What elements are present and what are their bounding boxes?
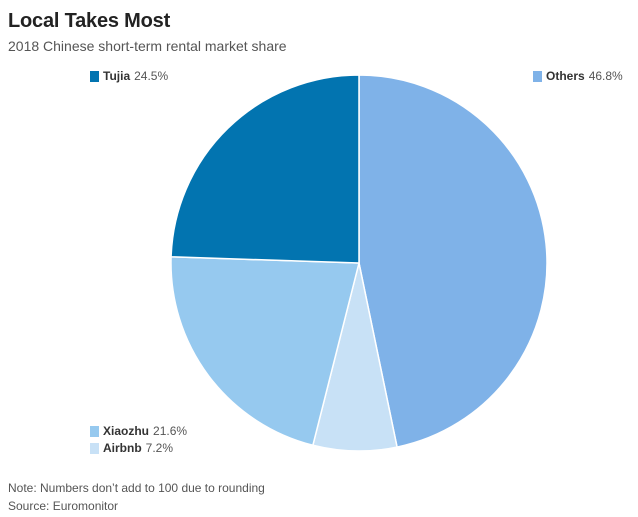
legend-item-tujia: Tujia 24.5% <box>90 69 168 83</box>
chart-source: Source: Euromonitor <box>8 499 119 513</box>
pie-slice-xiaozhu <box>170 256 360 446</box>
pie-slice-tujia <box>170 74 360 264</box>
legend-item-airbnb: Airbnb 7.2% <box>90 441 173 455</box>
legend-item-xiaozhu: Xiaozhu 21.6% <box>90 424 187 438</box>
legend-label-xiaozhu: Xiaozhu <box>103 424 150 438</box>
legend-swatch-others <box>533 70 542 82</box>
legend-item-others: Others 46.8% <box>533 69 623 83</box>
legend-label-airbnb: Airbnb <box>103 441 142 455</box>
chart-note: Note: Numbers don’t add to 100 due to ro… <box>8 481 265 495</box>
legend-swatch-tujia <box>90 70 99 82</box>
legend-swatch-airbnb <box>90 442 99 454</box>
pie-slices <box>170 74 548 452</box>
pie-slice-others <box>358 74 548 448</box>
legend-label-others: Others <box>546 69 585 83</box>
chart-subtitle: 2018 Chinese short-term rental market sh… <box>8 38 287 54</box>
legend-value-xiaozhu: 21.6% <box>153 424 188 438</box>
legend-value-tujia: 24.5% <box>134 69 169 83</box>
chart-title: Local Takes Most <box>8 10 171 32</box>
legend-swatch-xiaozhu <box>90 425 99 437</box>
legend-value-others: 46.8% <box>588 69 623 83</box>
legend-label-tujia: Tujia <box>103 69 131 83</box>
legend-value-airbnb: 7.2% <box>145 441 174 455</box>
